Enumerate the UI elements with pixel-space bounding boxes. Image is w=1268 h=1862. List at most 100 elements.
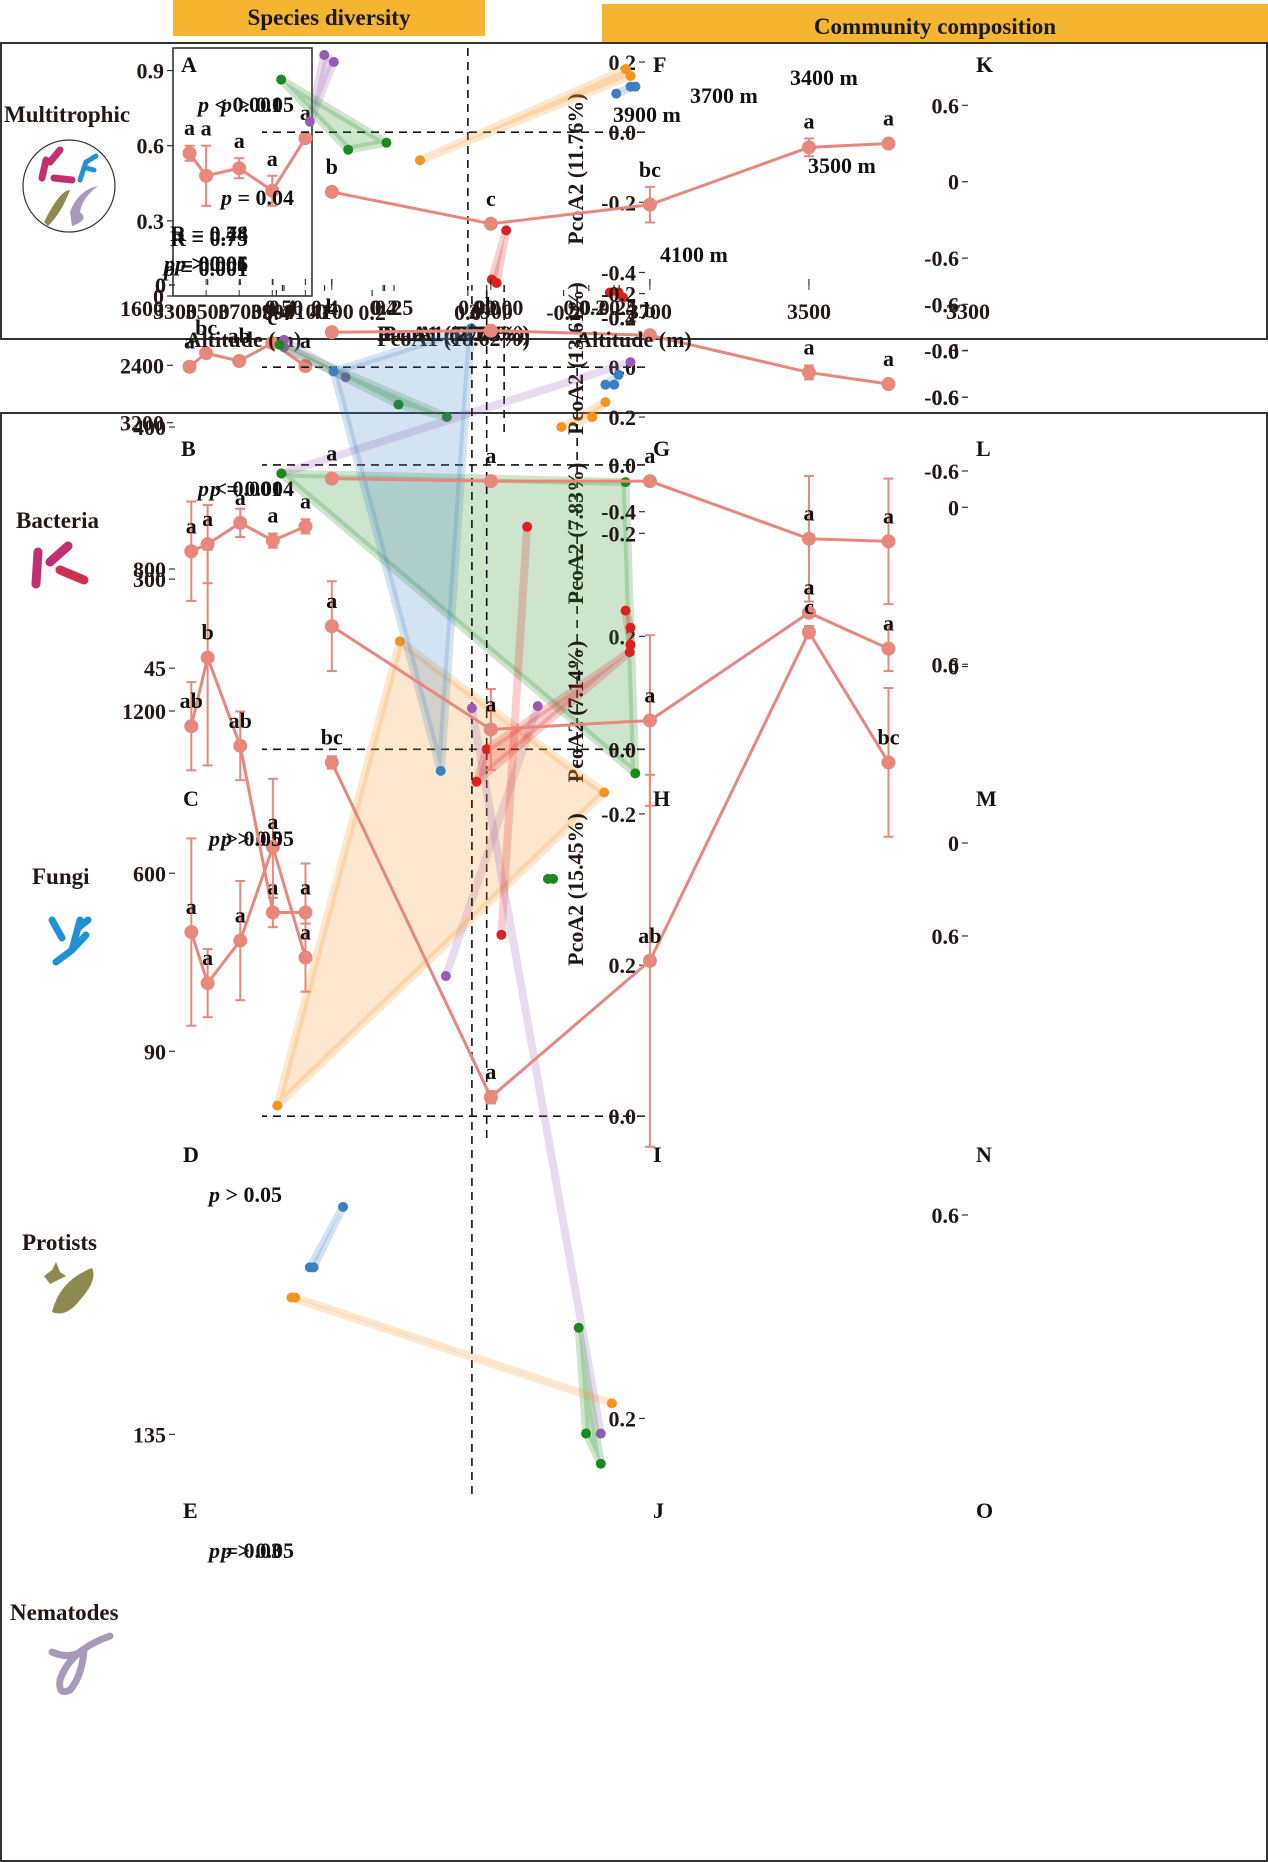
y-tick-label: 0.6 [137, 134, 165, 159]
x-tick-label: 0.0 [454, 300, 482, 325]
sample-point-3500 [542, 873, 553, 884]
x-tick-label: 0.0 [458, 295, 486, 320]
y-tick-label: 0.0 [609, 737, 637, 762]
group-hull-3500 [277, 75, 391, 154]
significance-letter: bc [877, 724, 899, 749]
species-diversity-header: Species diversity [173, 0, 485, 36]
y-tick-label: -0.4 [601, 260, 636, 285]
sample-point-3400 [304, 116, 315, 127]
y-axis-title: PcoA2 (7.83%) [563, 463, 588, 605]
p-symbol: p [219, 185, 232, 210]
data-point [232, 354, 247, 369]
y-tick-label: 800 [133, 557, 166, 582]
data-point [483, 1090, 498, 1105]
p-rest: = 0.006 [175, 251, 248, 276]
significance-letter: a [803, 575, 814, 600]
protists-icon [44, 1262, 94, 1314]
y-tick-label: 0 [948, 170, 959, 195]
data-point [200, 650, 215, 665]
sample-point-3700 [606, 1398, 617, 1409]
p-symbol: p [207, 826, 220, 851]
p-rest: > 0.05 [220, 1182, 282, 1207]
data-point [801, 140, 816, 155]
data-point [801, 365, 816, 380]
p-rest: > 0.05 [186, 251, 248, 276]
sample-point-4100 [604, 287, 615, 298]
y-tick-label: 0 [155, 273, 166, 298]
group-hull-3700 [273, 637, 609, 1110]
y-tick-label: 0.9 [137, 59, 165, 84]
significance-letter: a [300, 920, 311, 945]
data-point [298, 905, 313, 920]
sample-point-4100 [481, 744, 492, 755]
x-tick-label: 0.4 [263, 300, 291, 325]
significance-letter: a [267, 146, 278, 171]
p-value: p < 0.001 [196, 92, 282, 117]
altitude-label-4100: 4100 m [660, 242, 728, 267]
significance-letter: c [267, 305, 277, 330]
x-tick-label: -0.2 [546, 300, 581, 325]
y-tick-label: 0.2 [609, 405, 637, 430]
y-tick-label: 0.0 [609, 1104, 637, 1129]
p-value: p > 0.05 [219, 1538, 294, 1563]
p-symbol: p [196, 476, 209, 501]
panel-letter: O [976, 1498, 993, 1523]
sample-point-3900 [328, 366, 339, 377]
panel-D: D0300600abbabaap = 0.04 [133, 185, 313, 1167]
group-hull-3700 [287, 1293, 616, 1408]
p-value: p > 0.05 [219, 92, 294, 117]
p-symbol: p [219, 92, 232, 117]
sample-point-4100 [471, 776, 482, 787]
significance-letter: b [201, 620, 213, 645]
sample-point-3700 [272, 1100, 283, 1111]
significance-letter: a [803, 501, 814, 526]
nematodes-icon [48, 1632, 114, 1696]
p-symbol: p [219, 826, 232, 851]
x-tick-label: 4100 [283, 299, 327, 324]
panel-letter: B [181, 436, 196, 461]
y-tick-label: 0.2 [609, 1406, 637, 1431]
y-tick-label: -0.4 [601, 305, 636, 330]
x-tick-label: 0.2 [371, 295, 399, 320]
single-group-section [0, 412, 1268, 1862]
sample-point-3500 [581, 1428, 592, 1439]
sample-point-3700 [625, 71, 636, 82]
sample-point-3400 [340, 372, 351, 383]
data-point [881, 534, 896, 549]
panel-letter: K [976, 52, 993, 77]
data-point [184, 719, 199, 734]
p-symbol: p [196, 92, 209, 117]
data-point [483, 722, 498, 737]
p-rest: > 0.05 [232, 1538, 294, 1563]
p-rest: = 0.004 [221, 476, 294, 501]
data-point [483, 474, 498, 489]
p-value: p = 0.03 [207, 1538, 282, 1563]
x-axis-title: PcoA1 (12.64%) [377, 321, 530, 346]
data-point [233, 515, 248, 530]
p-symbol: p [219, 1538, 232, 1563]
p-value: p = 0.006 [162, 251, 248, 276]
label-protists: Protists [22, 1230, 97, 1255]
x-tick-label: 0.00 [485, 295, 524, 320]
panel-letter: D [183, 1142, 199, 1167]
sample-point-3900 [338, 1201, 349, 1212]
sample-point-3900 [611, 88, 622, 99]
significance-letter: ab [180, 688, 203, 713]
significance-letter: a [300, 328, 311, 353]
sample-point-3400 [466, 703, 477, 714]
sample-point-4100 [613, 287, 624, 298]
y-tick-label: 600 [133, 861, 166, 886]
multitrophic-icon [22, 139, 116, 233]
data-point [642, 328, 657, 343]
y-tick-label: 0.6 [932, 93, 960, 118]
p-value: p = 0.04 [219, 185, 294, 210]
r-statistic: R = 0.44 [170, 221, 248, 246]
y-tick-label: 0.6 [932, 385, 960, 410]
significance-letter: a [184, 329, 195, 354]
panel-letter: M [976, 786, 997, 811]
y-tick-label: -0.2 [601, 282, 636, 307]
panel-letter: N [976, 1142, 992, 1167]
sample-point-3900 [613, 369, 624, 380]
